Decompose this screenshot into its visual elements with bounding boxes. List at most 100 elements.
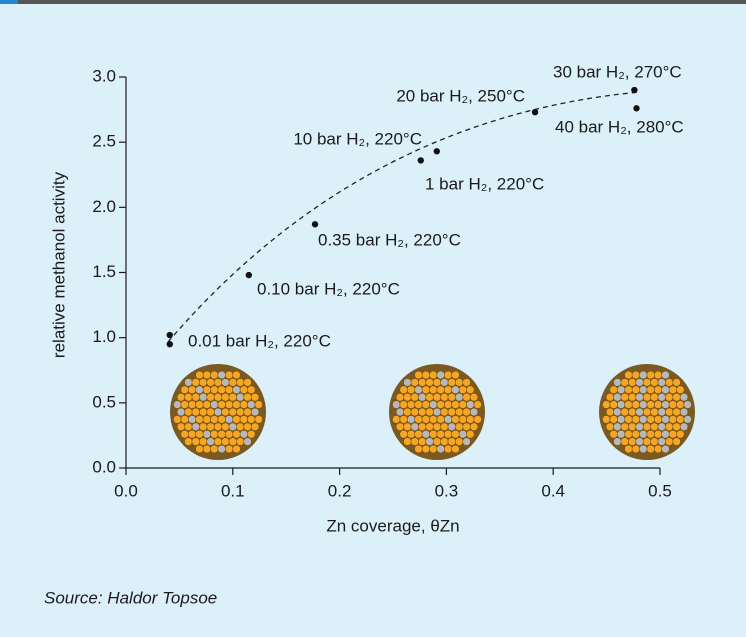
atom (207, 379, 215, 387)
atom (463, 379, 471, 387)
atom (639, 430, 647, 438)
point (633, 105, 639, 111)
atom (418, 408, 426, 416)
atom (407, 416, 415, 424)
atom (459, 430, 467, 438)
atom (233, 371, 241, 379)
x-tick-label: 0.3 (435, 481, 459, 500)
point-annotation: 20 bar H₂, 250°C (396, 86, 525, 105)
atom (429, 430, 437, 438)
atom (415, 430, 423, 438)
atom (632, 416, 640, 424)
atom (392, 416, 400, 424)
atom (676, 416, 684, 424)
atom (196, 430, 204, 438)
x-axis-label: Zn coverage, θZn (326, 516, 459, 535)
atom (676, 386, 684, 394)
atom (422, 445, 430, 453)
atom (676, 401, 684, 409)
atom (404, 379, 412, 387)
atom (459, 401, 467, 409)
atom (459, 386, 467, 394)
atom (628, 423, 636, 431)
atom (448, 393, 456, 401)
atom (218, 416, 226, 424)
atom (647, 430, 655, 438)
atom (673, 438, 681, 446)
atom (199, 393, 207, 401)
atom (236, 438, 244, 446)
atom (684, 401, 692, 409)
atom (210, 371, 218, 379)
atom (233, 386, 241, 394)
atom (463, 393, 471, 401)
atom (669, 416, 677, 424)
atom (251, 393, 259, 401)
atom (643, 393, 651, 401)
atom (639, 416, 647, 424)
atom (610, 416, 618, 424)
atom (396, 423, 404, 431)
atom (233, 430, 241, 438)
atom (185, 408, 193, 416)
atom (415, 386, 423, 394)
atom (669, 386, 677, 394)
atom (621, 423, 629, 431)
atom (210, 445, 218, 453)
atom (680, 423, 688, 431)
atom (651, 408, 659, 416)
point-annotation: 0.01 bar H₂, 220°C (188, 331, 331, 350)
atom (662, 386, 670, 394)
atom (207, 438, 215, 446)
atom (429, 445, 437, 453)
atom (240, 416, 248, 424)
atom (441, 379, 449, 387)
atom (643, 379, 651, 387)
atom (196, 386, 204, 394)
atom (236, 393, 244, 401)
atom (639, 401, 647, 409)
atom (185, 393, 193, 401)
atom (606, 423, 614, 431)
atom (188, 430, 196, 438)
atom (437, 416, 445, 424)
atom (628, 438, 636, 446)
atom (196, 445, 204, 453)
atom (684, 416, 692, 424)
atom (621, 379, 629, 387)
atom (444, 386, 452, 394)
atom (218, 445, 226, 453)
atom (244, 408, 252, 416)
atom (240, 401, 248, 409)
atom (192, 408, 200, 416)
atom (251, 423, 259, 431)
atom (628, 408, 636, 416)
atom (426, 438, 434, 446)
atom (444, 430, 452, 438)
atom (466, 401, 474, 409)
source: Source: Haldor Topsoe (44, 588, 217, 607)
atom (192, 438, 200, 446)
atom (181, 386, 189, 394)
atom (437, 371, 445, 379)
atom (662, 371, 670, 379)
atom (606, 393, 614, 401)
atom (610, 430, 618, 438)
atom (654, 416, 662, 424)
atom (214, 438, 222, 446)
atom (654, 401, 662, 409)
atom (411, 438, 419, 446)
atom (614, 379, 622, 387)
atom (392, 401, 400, 409)
atom (422, 386, 430, 394)
atom (404, 408, 412, 416)
y-tick-label: 1.5 (92, 262, 116, 281)
atom (218, 386, 226, 394)
atom (210, 386, 218, 394)
atom (651, 423, 659, 431)
point-annotation: 10 bar H₂, 220°C (293, 129, 422, 148)
atom (229, 423, 237, 431)
atom (448, 408, 456, 416)
atom (233, 416, 241, 424)
atom (196, 416, 204, 424)
